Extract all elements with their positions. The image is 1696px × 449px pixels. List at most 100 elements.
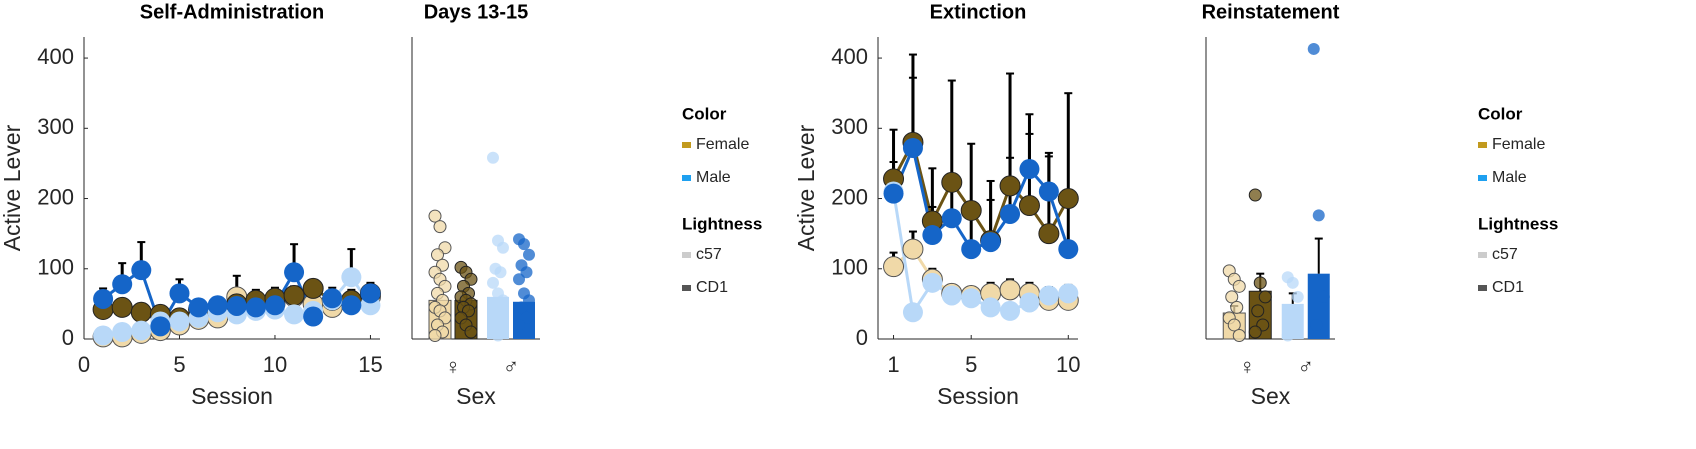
data-point [492, 329, 504, 342]
marker [941, 285, 962, 306]
data-point [464, 325, 478, 339]
marker [960, 199, 982, 221]
y-tick-label: 0 [856, 325, 868, 350]
x-tick-label: 1 [887, 352, 899, 377]
marker [112, 274, 133, 295]
data-point [1232, 279, 1246, 293]
data-point [1225, 290, 1239, 304]
data-point [1258, 290, 1272, 304]
y-tick-label: 100 [831, 255, 868, 280]
marker [980, 297, 1001, 318]
x-tick-label: ♀ [1239, 354, 1256, 379]
data-point [428, 328, 442, 342]
x-tick-label: ♀ [445, 354, 462, 379]
legend-swatch [682, 285, 691, 291]
legend-title: Lightness [1478, 214, 1558, 233]
legend-swatch [1478, 252, 1487, 258]
marker [1038, 285, 1059, 306]
legend-label: Male [1492, 169, 1527, 186]
data-point [431, 248, 444, 262]
data-point [494, 266, 507, 279]
data-point [1310, 318, 1323, 331]
data-point [1307, 42, 1320, 55]
marker [226, 295, 247, 316]
marker [322, 288, 343, 309]
x-tick-label: 10 [263, 352, 287, 377]
data-point [494, 311, 507, 324]
y-axis-label: Active Lever [0, 124, 25, 251]
marker [341, 295, 362, 316]
marker [1057, 188, 1079, 210]
panel-title: Days 13-15 [424, 1, 529, 23]
legend-swatch [1478, 142, 1487, 148]
marker [1018, 195, 1040, 217]
marker [284, 304, 305, 325]
data-point [497, 241, 509, 254]
data-point [520, 311, 533, 324]
data-point [1284, 304, 1297, 317]
marker [941, 171, 963, 193]
legend-label: c57 [1492, 246, 1518, 263]
data-point [1281, 329, 1294, 342]
marker [1000, 300, 1021, 321]
marker [902, 137, 923, 158]
marker [360, 283, 381, 304]
data-point [497, 294, 509, 307]
marker [961, 239, 982, 260]
x-axis-label: Sex [1251, 383, 1291, 409]
marker [284, 262, 305, 283]
marker [961, 288, 982, 309]
legend-title: Color [682, 104, 727, 123]
series-line [892, 143, 1070, 251]
y-tick-label: 400 [831, 44, 868, 69]
legend-label: Female [696, 136, 749, 153]
marker [1038, 223, 1060, 245]
x-tick-label: 15 [358, 352, 382, 377]
marker [93, 325, 114, 346]
marker [999, 175, 1021, 197]
y-tick-label: 100 [37, 255, 74, 280]
data-point [433, 220, 447, 234]
x-axis-label: Session [937, 383, 1019, 409]
marker [207, 295, 228, 316]
y-axis-label: Active Lever [793, 124, 819, 251]
y-tick-label: 300 [831, 114, 868, 139]
panel-title: Extinction [930, 1, 1027, 23]
data-point [515, 301, 528, 314]
legend-swatch [1478, 175, 1487, 181]
data-point [1289, 318, 1302, 331]
marker [264, 295, 285, 316]
marker [883, 183, 904, 204]
marker [188, 297, 209, 318]
y-tick-label: 300 [37, 114, 74, 139]
x-axis-label: Sex [456, 383, 496, 409]
legend-label: CD1 [696, 279, 728, 296]
marker [922, 272, 943, 293]
y-tick-label: 200 [37, 184, 74, 209]
marker [93, 288, 114, 309]
data-point [487, 276, 499, 289]
data-point [1230, 300, 1244, 314]
data-point [518, 238, 530, 251]
marker [883, 256, 905, 278]
x-axis-label: Session [191, 383, 273, 409]
legend-label: c57 [696, 246, 722, 263]
data-point [1248, 188, 1262, 202]
data-point [1286, 276, 1299, 289]
data-point [428, 209, 442, 223]
data-point [513, 318, 525, 331]
marker [902, 238, 924, 260]
legend-swatch [682, 142, 691, 148]
marker [1038, 181, 1059, 202]
legend-label: Male [696, 169, 731, 186]
panel-title: Reinstatement [1202, 1, 1340, 23]
marker [1000, 203, 1021, 224]
marker [112, 321, 133, 342]
data-point [1253, 276, 1267, 290]
legend-swatch [682, 252, 691, 258]
x-tick-label: 5 [965, 352, 977, 377]
legend-label: Female [1492, 136, 1545, 153]
marker [1019, 292, 1040, 313]
legend-title: Color [1478, 104, 1523, 123]
